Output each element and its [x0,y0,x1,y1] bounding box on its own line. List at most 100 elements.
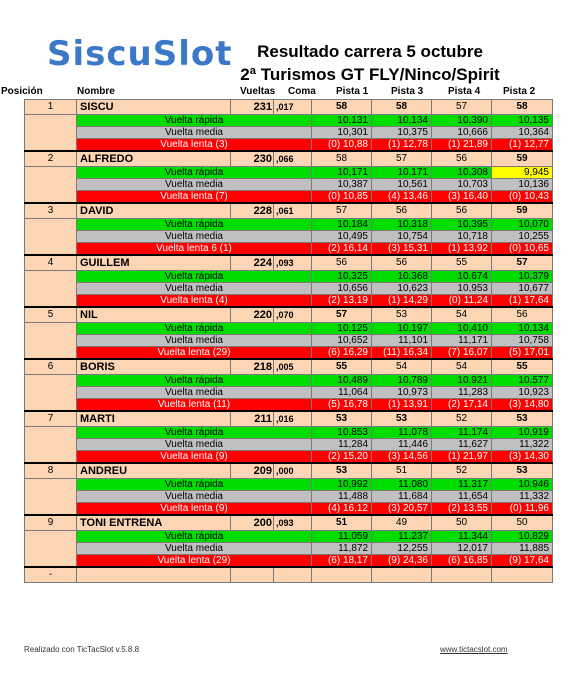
track-laps-cell: 56 [491,306,553,323]
lap-value: 11,101 [371,334,432,347]
comma-cell: ,005 [273,358,312,375]
driver-row: 3 DAVID 228,061 57 56 56 59 [24,202,553,219]
lap-label: Vuelta rápida [76,478,312,491]
lap-value: 11,080 [371,478,432,491]
blank-cell [24,502,77,515]
lap-value: (1) 13,91 [371,398,432,412]
track-laps-cell: 53 [311,462,372,479]
lap-value: 10,577 [491,374,553,387]
lap-value: (6) 18,17 [311,554,372,568]
blank-cell [24,190,77,203]
driver-row: 5 NIL 220,070 57 53 54 56 [24,306,553,323]
blank-cell [24,530,77,543]
header-track4: Pista 4 [448,86,481,97]
lap-label: Vuelta media [76,542,312,555]
lap-value: 10,921 [431,374,492,387]
lap-value: (0) 10,88 [311,138,372,152]
slow-lap-row: Vuelta lenta (4) (2) 13,19 (1) 14,29 (0) 11… [24,294,553,308]
position-cell: 2 [24,150,77,167]
lap-value: 11,064 [311,386,372,399]
lap-value: 10,758 [491,334,553,347]
lap-value: (3) 15,31 [371,242,432,256]
lap-value: (3) 20,57 [371,502,432,516]
track-laps-cell: 56 [371,202,432,219]
column-headers: Posición Nombre Vueltas Coma Pista 1 Pis… [0,86,578,99]
lap-value: (2) 15,20 [311,450,372,464]
lap-value: (5) 17,01 [491,346,553,360]
laps-cell: 209 [230,462,274,479]
header-track1: Pista 1 [336,86,369,97]
race-subtitle: 2ª Turismos GT FLY/Ninco/Spirit [240,65,500,84]
blank-cell [24,438,77,451]
track-laps-cell: 55 [431,254,492,271]
lap-label: Vuelta lenta 6 (1) [76,242,312,256]
track-laps-cell: 58 [491,99,553,115]
lap-value: (5) 16,78 [311,398,372,412]
driver-row: 2 ALFREDO 230,066 58 57 56 59 [24,150,553,167]
empty-cell [431,566,492,583]
track-laps-cell: 54 [371,358,432,375]
lap-value: 11,446 [371,438,432,451]
lap-value: 10,410 [431,322,492,335]
lap-value: 10,919 [491,426,553,439]
lap-value: 10,656 [311,282,372,295]
track-laps-cell: 53 [491,462,553,479]
lap-value: 12,255 [371,542,432,555]
avg-lap-row: Vuelta media 10,301 10,375 10,666 10,364 [24,126,553,139]
comma-cell: ,017 [273,99,312,115]
slow-lap-row: Vuelta lenta (29) (6) 16,29 (11) 16,34 (7) … [24,346,553,360]
lap-value: (0) 10,85 [311,190,372,204]
lap-value: 10,171 [311,166,372,179]
track-laps-cell: 56 [431,150,492,167]
laps-cell: 231 [230,99,274,115]
lap-label: Vuelta media [76,178,312,191]
empty-cell [371,566,432,583]
track-laps-cell: 55 [311,358,372,375]
lap-value: (0) 11,24 [431,294,492,308]
empty-row: - [24,566,553,583]
lap-value: (9) 24,36 [371,554,432,568]
slow-lap-row: Vuelta lenta (9) (2) 15,20 (3) 14,56 (1) 21… [24,450,553,464]
track-laps-cell: 54 [431,358,492,375]
lap-value: (2) 13,19 [311,294,372,308]
track-laps-cell: 56 [431,202,492,219]
footer-link[interactable]: www.tictacslot.com [440,645,508,654]
lap-value: 10,754 [371,230,432,243]
lap-value: 10,677 [491,282,553,295]
blank-cell [24,166,77,179]
lap-value: 10,131 [311,114,372,127]
track-laps-cell: 58 [311,150,372,167]
lap-value: 10,666 [431,126,492,139]
lap-label: Vuelta media [76,230,312,243]
track-laps-cell: 49 [371,514,432,531]
lap-value: (1) 13,92 [431,242,492,256]
lap-label: Vuelta media [76,438,312,451]
blank-cell [24,294,77,307]
blank-cell [24,450,77,463]
lap-label: Vuelta media [76,386,312,399]
lap-value: 10,623 [371,282,432,295]
track-laps-cell: 57 [371,150,432,167]
lap-value: 10,923 [491,386,553,399]
driver-name: MARTI [76,410,231,427]
track-laps-cell: 56 [311,254,372,271]
lap-value: 10,255 [491,230,553,243]
results-table: 1 SISCU 231,017 58 58 57 58 Vuelta rápida 10,131… [24,99,553,583]
lap-value: 11,654 [431,490,492,503]
blank-cell [24,242,77,255]
driver-name: SISCU [76,99,231,115]
lap-value: 10,135 [491,114,553,127]
lap-value: (1) 12,77 [491,138,553,152]
avg-lap-row: Vuelta media 11,064 10,973 11,283 10,923 [24,386,553,399]
blank-cell [24,218,77,231]
blank-cell [24,138,77,151]
blank-cell [24,490,77,503]
lap-value: 10,489 [311,374,372,387]
fast-lap-row: Vuelta rápida 10,184 10,318 10,395 10,070 [24,218,553,231]
blank-cell [24,478,77,491]
lap-value: 11,885 [491,542,553,555]
lap-value: (3) 14,80 [491,398,553,412]
lap-value: (6) 16,85 [431,554,492,568]
lap-label: Vuelta media [76,490,312,503]
track-laps-cell: 59 [491,202,553,219]
